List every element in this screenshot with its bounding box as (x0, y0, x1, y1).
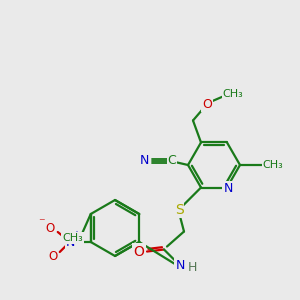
Text: H: H (187, 261, 197, 274)
Text: C: C (168, 154, 176, 167)
Text: CH₃: CH₃ (223, 89, 243, 100)
Text: N: N (175, 259, 185, 272)
Text: ⁻: ⁻ (38, 217, 45, 230)
Text: O: O (45, 221, 54, 235)
Text: CH₃: CH₃ (62, 233, 83, 243)
Text: O: O (134, 244, 144, 259)
Text: CH₃: CH₃ (262, 160, 284, 170)
Text: +: + (72, 230, 80, 240)
Text: S: S (175, 202, 183, 217)
Text: N: N (139, 154, 149, 167)
Text: N: N (66, 236, 75, 248)
Text: O: O (202, 98, 212, 111)
Text: O: O (48, 250, 57, 262)
Text: N: N (223, 182, 233, 195)
